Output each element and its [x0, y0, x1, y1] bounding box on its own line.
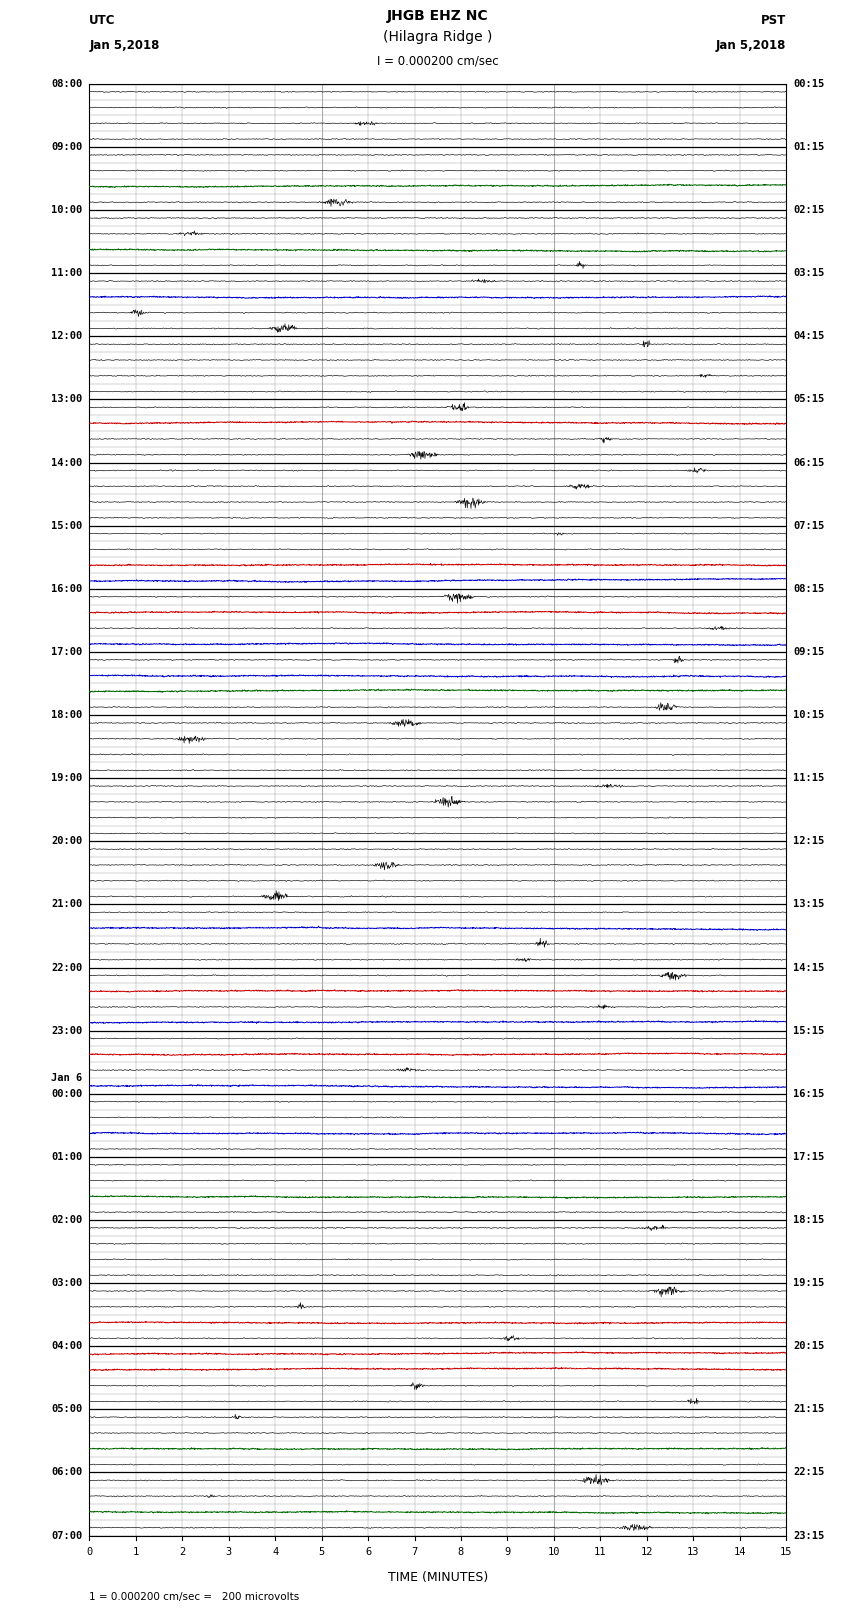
Text: 17:15: 17:15 [793, 1152, 824, 1161]
Text: 04:00: 04:00 [51, 1342, 82, 1352]
Text: 03:00: 03:00 [51, 1277, 82, 1289]
Text: 00:15: 00:15 [793, 79, 824, 89]
Text: 10:00: 10:00 [51, 205, 82, 215]
Text: 16:00: 16:00 [51, 584, 82, 594]
Text: 09:15: 09:15 [793, 647, 824, 656]
Text: 3: 3 [225, 1547, 232, 1557]
Text: 09:00: 09:00 [51, 142, 82, 152]
Text: Jan 5,2018: Jan 5,2018 [716, 39, 786, 52]
Text: 0: 0 [86, 1547, 93, 1557]
Text: PST: PST [761, 15, 786, 27]
Text: 07:15: 07:15 [793, 521, 824, 531]
Text: 20:15: 20:15 [793, 1342, 824, 1352]
Text: 06:15: 06:15 [793, 458, 824, 468]
Text: 8: 8 [458, 1547, 464, 1557]
Text: 06:00: 06:00 [51, 1468, 82, 1478]
Text: 4: 4 [272, 1547, 278, 1557]
Text: 9: 9 [504, 1547, 511, 1557]
Text: 18:00: 18:00 [51, 710, 82, 719]
Text: 6: 6 [365, 1547, 371, 1557]
Text: 14:15: 14:15 [793, 963, 824, 973]
Text: 08:00: 08:00 [51, 79, 82, 89]
Text: 02:00: 02:00 [51, 1215, 82, 1224]
Text: 19:15: 19:15 [793, 1277, 824, 1289]
Text: 17:00: 17:00 [51, 647, 82, 656]
Text: 15:15: 15:15 [793, 1026, 824, 1036]
Text: 14: 14 [734, 1547, 746, 1557]
Text: 04:15: 04:15 [793, 331, 824, 342]
Text: 22:15: 22:15 [793, 1468, 824, 1478]
Text: 19:00: 19:00 [51, 773, 82, 784]
Text: 01:00: 01:00 [51, 1152, 82, 1161]
Text: Jan 5,2018: Jan 5,2018 [89, 39, 160, 52]
Text: 23:00: 23:00 [51, 1026, 82, 1036]
Text: 11:15: 11:15 [793, 773, 824, 784]
Text: TIME (MINUTES): TIME (MINUTES) [388, 1571, 488, 1584]
Text: 1 = 0.000200 cm/sec =   200 microvolts: 1 = 0.000200 cm/sec = 200 microvolts [89, 1592, 299, 1602]
Text: 01:15: 01:15 [793, 142, 824, 152]
Text: 08:15: 08:15 [793, 584, 824, 594]
Text: 13:00: 13:00 [51, 395, 82, 405]
Text: 15:00: 15:00 [51, 521, 82, 531]
Text: 02:15: 02:15 [793, 205, 824, 215]
Text: 05:15: 05:15 [793, 395, 824, 405]
Text: (Hilagra Ridge ): (Hilagra Ridge ) [383, 29, 492, 44]
Text: 18:15: 18:15 [793, 1215, 824, 1224]
Text: I = 0.000200 cm/sec: I = 0.000200 cm/sec [377, 55, 499, 68]
Text: 03:15: 03:15 [793, 268, 824, 277]
Text: 13: 13 [687, 1547, 700, 1557]
Text: 5: 5 [319, 1547, 325, 1557]
Text: 14:00: 14:00 [51, 458, 82, 468]
Text: 05:00: 05:00 [51, 1405, 82, 1415]
Text: 10: 10 [547, 1547, 560, 1557]
Text: 00:00: 00:00 [51, 1089, 82, 1098]
Text: 21:00: 21:00 [51, 900, 82, 910]
Text: UTC: UTC [89, 15, 116, 27]
Text: 22:00: 22:00 [51, 963, 82, 973]
Text: 13:15: 13:15 [793, 900, 824, 910]
Text: 1: 1 [133, 1547, 139, 1557]
Text: 11:00: 11:00 [51, 268, 82, 277]
Text: 11: 11 [594, 1547, 607, 1557]
Text: 2: 2 [179, 1547, 185, 1557]
Text: 7: 7 [411, 1547, 417, 1557]
Text: 21:15: 21:15 [793, 1405, 824, 1415]
Text: 10:15: 10:15 [793, 710, 824, 719]
Text: 12: 12 [641, 1547, 653, 1557]
Text: 23:15: 23:15 [793, 1531, 824, 1540]
Text: 12:15: 12:15 [793, 836, 824, 847]
Text: 12:00: 12:00 [51, 331, 82, 342]
Text: JHGB EHZ NC: JHGB EHZ NC [387, 8, 489, 23]
Text: 15: 15 [780, 1547, 792, 1557]
Text: 20:00: 20:00 [51, 836, 82, 847]
Text: Jan 6: Jan 6 [51, 1073, 82, 1082]
Text: 07:00: 07:00 [51, 1531, 82, 1540]
Text: 16:15: 16:15 [793, 1089, 824, 1098]
